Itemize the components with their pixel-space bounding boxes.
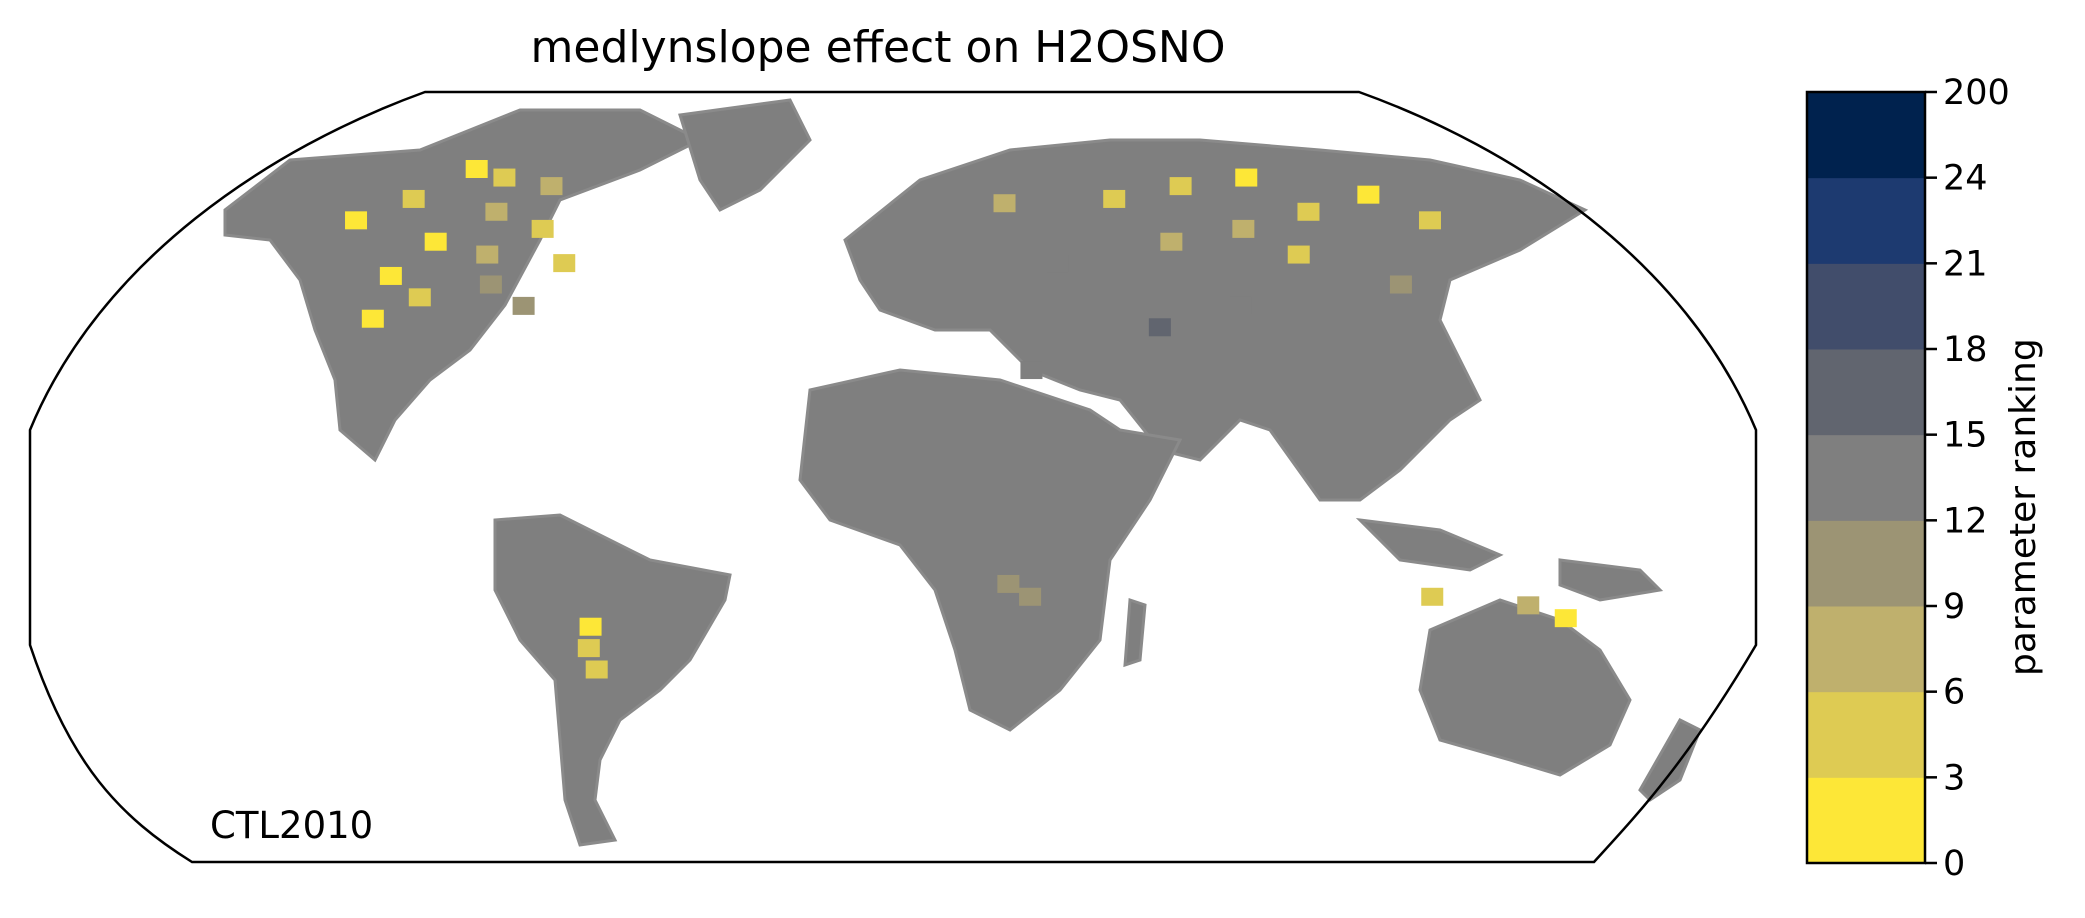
colorbar-tick-label: 21 xyxy=(1943,244,1988,284)
colorbar-tick-label: 12 xyxy=(1943,501,1988,541)
colorbar-tick-label: 3 xyxy=(1943,758,1965,798)
colorbar-segment xyxy=(1807,606,1925,692)
colorbar-segment xyxy=(1807,92,1925,178)
colorbar-tick-label: 15 xyxy=(1943,416,1988,456)
colorbar-tick-label: 24 xyxy=(1943,159,1988,199)
colorbar-tick-label: 9 xyxy=(1943,587,1965,627)
colorbar-segment xyxy=(1807,520,1925,606)
colorbar-segment xyxy=(1807,777,1925,863)
colorbar-tick-label: 0 xyxy=(1943,844,1965,884)
colorbar-segment xyxy=(1807,435,1925,521)
colorbar-segment xyxy=(1807,263,1925,349)
colorbar-tick-label: 6 xyxy=(1943,673,1965,713)
colorbar-tick-label: 200 xyxy=(1943,73,2010,113)
colorbar-label: parameter ranking xyxy=(2003,338,2044,676)
colorbar-tick-label: 18 xyxy=(1943,330,1988,370)
colorbar-segment xyxy=(1807,692,1925,778)
colorbar-segment xyxy=(1807,178,1925,264)
colorbar-segment xyxy=(1807,349,1925,435)
